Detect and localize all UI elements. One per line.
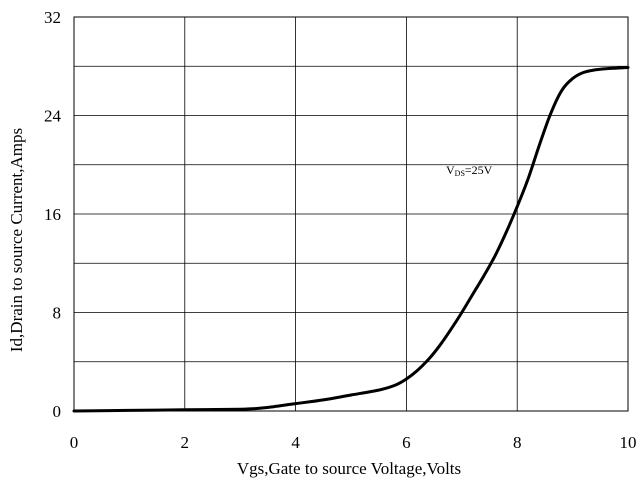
y-tick-label: 0 <box>53 402 62 421</box>
x-tick-label: 4 <box>291 433 300 452</box>
x-tick-label: 0 <box>70 433 79 452</box>
grid <box>74 17 628 411</box>
y-axis-label: Id,Drain to source Current,Amps <box>7 128 26 352</box>
vds-annotation: VDS=25V <box>446 163 493 178</box>
x-tick-label: 8 <box>513 433 522 452</box>
y-tick-label: 32 <box>44 8 61 27</box>
id-vgs-curve <box>72 66 630 413</box>
y-tick-label: 8 <box>53 304 62 323</box>
y-tick-label: 24 <box>44 107 62 126</box>
x-tick-label: 6 <box>402 433 411 452</box>
x-tick-label: 2 <box>181 433 190 452</box>
x-tick-label: 10 <box>620 433 637 452</box>
plot-frame <box>73 16 629 412</box>
y-tick-labels: 0 8 16 24 32 <box>44 8 62 421</box>
x-tick-labels: 0 2 4 6 8 10 <box>70 433 637 452</box>
x-axis-label: Vgs,Gate to source Voltage,Volts <box>237 459 461 478</box>
y-tick-label: 16 <box>44 205 61 224</box>
